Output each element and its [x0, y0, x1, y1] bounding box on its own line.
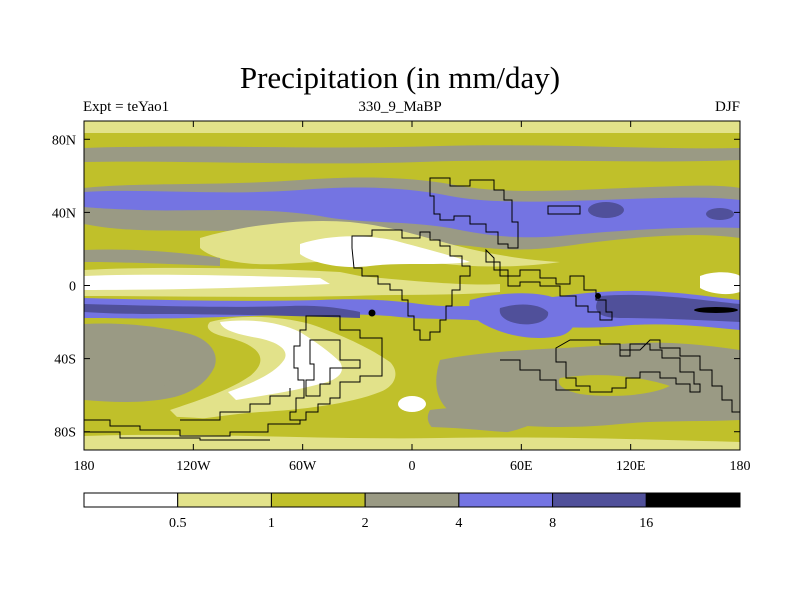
colorbar-level-label: 2 [362, 516, 369, 531]
eurasia-outline [429, 177, 519, 249]
sub-antarctic-outline [180, 388, 291, 421]
australia-outline [555, 339, 701, 393]
lat-tick-label: 40N [52, 206, 76, 221]
lon-tick-label: 60W [289, 459, 317, 474]
colorbar: 0.5 1 2 4 8 16 [83, 492, 741, 531]
lon-tick-label: 60E [510, 459, 533, 474]
colorbar-swatch [83, 492, 179, 508]
colorbar-swatch [177, 492, 272, 508]
colorbar-swatch [270, 492, 366, 508]
east-coast-outline [620, 339, 740, 413]
lon-tick-label: 0 [409, 459, 416, 474]
lat-tick-label: 40S [54, 353, 76, 368]
antarctic-outline [84, 419, 301, 437]
island-outline [547, 205, 581, 215]
map-title: Precipitation (in mm/day) [239, 60, 561, 95]
lat-tick-label: 80N [52, 133, 76, 148]
lon-tick-label: 120E [616, 459, 646, 474]
period-label: 330_9_MaBP [358, 99, 442, 115]
colorbar-level-label: 0.5 [169, 516, 187, 531]
colorbar-level-label: 4 [455, 516, 462, 531]
lon-tick-label: 180 [730, 459, 751, 474]
colorbar-swatch [552, 492, 647, 508]
precipitation-field [84, 121, 740, 450]
colorbar-level-label: 1 [268, 516, 275, 531]
lon-tick-label: 120W [176, 459, 211, 474]
asia-south-outline [485, 248, 613, 321]
coastlines [84, 177, 740, 441]
colorbar-level-label: 16 [639, 516, 653, 531]
south-america-inner-outline [305, 339, 361, 397]
season-label: DJF [714, 99, 740, 115]
longitude-axis: 180 120W 60W 0 60E 120E 180 [74, 121, 751, 474]
lat-tick-label: 80S [54, 426, 76, 441]
africa-outline [351, 229, 471, 341]
experiment-label: Expt = teYao1 [83, 99, 170, 115]
lat-tick-label: 0 [69, 280, 76, 295]
southeast-coast-outline [500, 359, 580, 391]
colorbar-swatch [458, 492, 554, 508]
colorbar-swatch [364, 492, 460, 508]
lon-tick-label: 180 [74, 459, 95, 474]
antarctic-outline-2 [84, 431, 270, 441]
colorbar-swatch [645, 492, 741, 508]
latitude-axis: 80N 40N 0 40S 80S [52, 133, 740, 441]
south-america-outline [289, 315, 383, 421]
colorbar-level-label: 8 [549, 516, 556, 531]
